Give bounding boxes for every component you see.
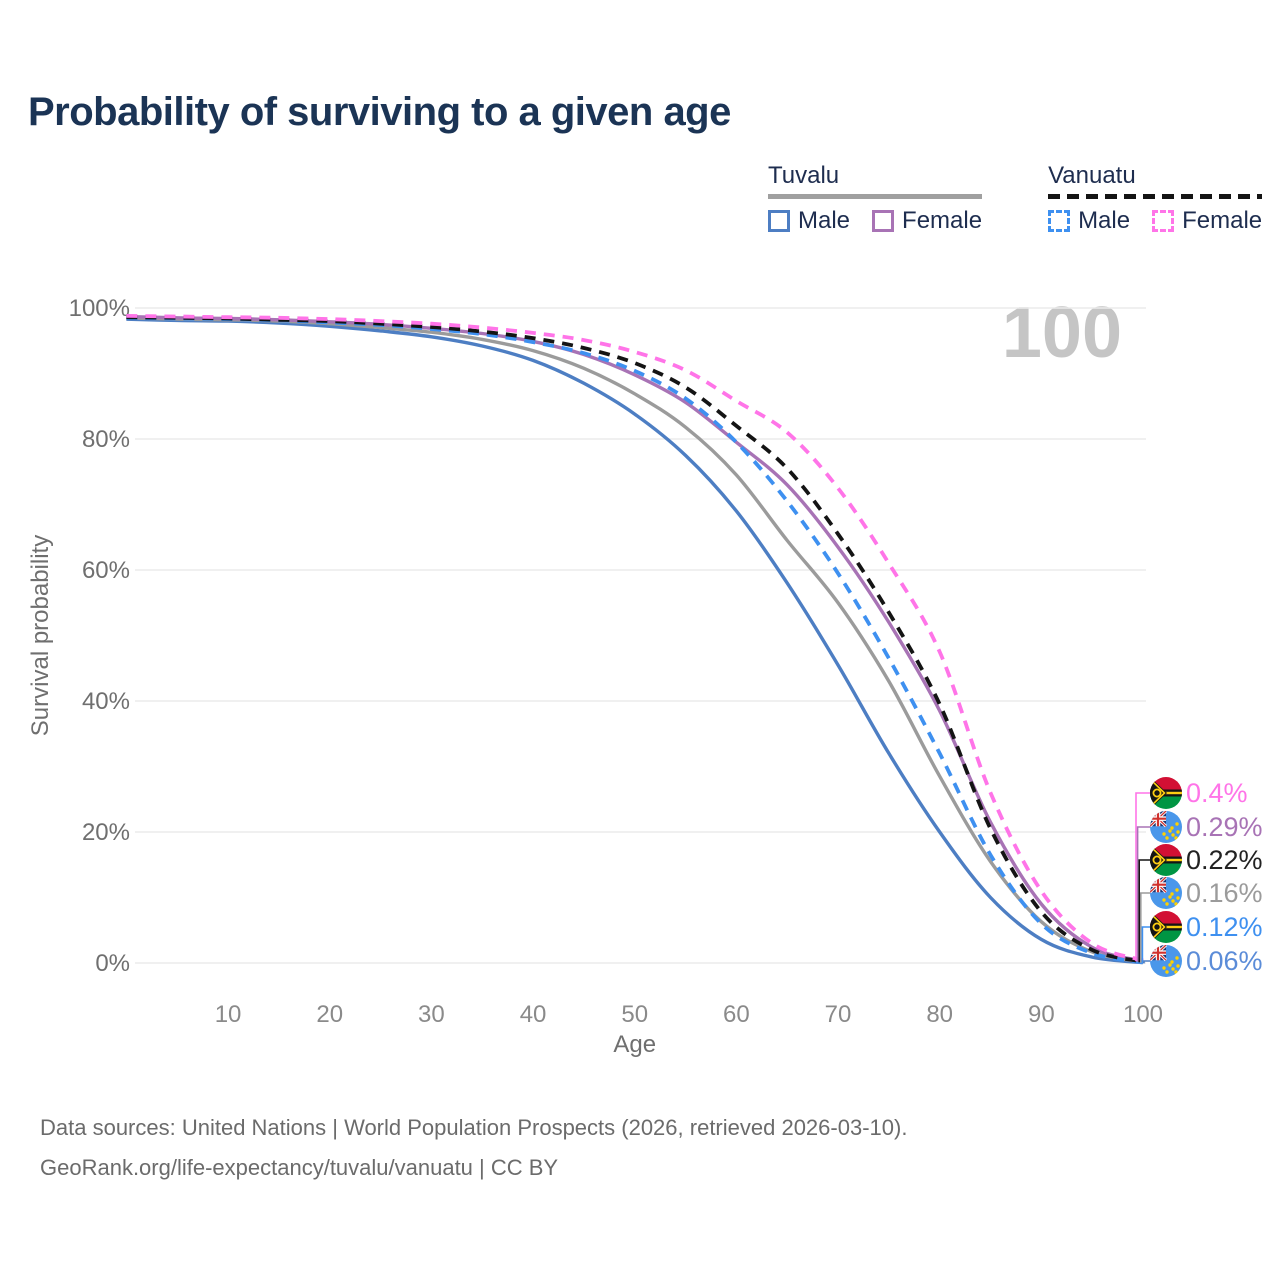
legend-label-vanuatu-female: Female	[1182, 207, 1263, 234]
x-tick-30: 30	[418, 1001, 445, 1028]
curve-vanuatu-male[interactable]	[126, 315, 1144, 965]
end-label-tuvalu-all: 0.16%	[1150, 877, 1263, 909]
legend-item-tuvalu-female[interactable]: Female	[872, 207, 982, 235]
x-tick-70: 70	[825, 1001, 852, 1028]
age-watermark: 100	[1001, 293, 1122, 373]
x-axis-label: Age	[613, 1031, 656, 1058]
legend-item-tuvalu-male[interactable]: Male	[768, 207, 850, 235]
legend-group-vanuatu-header[interactable]: Vanuatu	[1048, 162, 1263, 207]
end-label-value-tuvalu-male: 0.06%	[1186, 946, 1263, 976]
end-label-tuvalu-male: 0.06%	[1150, 945, 1263, 977]
end-label-value-tuvalu-female: 0.29%	[1186, 812, 1263, 842]
end-label-value-vanuatu-male: 0.12%	[1186, 912, 1263, 942]
curve-tuvalu-male[interactable]	[126, 317, 1144, 965]
chart-legend: Tuvalu Male Female Vanuatu Male	[768, 162, 1263, 235]
x-tick-80: 80	[926, 1001, 953, 1028]
tuvalu-flag-icon	[1150, 945, 1182, 977]
y-tick-60%: 60%	[82, 557, 130, 584]
curve-tuvalu-female[interactable]	[126, 314, 1144, 963]
legend-label-tuvalu-female: Female	[902, 207, 983, 234]
curve-vanuatu-female[interactable]	[126, 313, 1144, 963]
tuvalu-flag-icon	[1150, 811, 1182, 843]
y-tick-80%: 80%	[82, 426, 130, 453]
footer-attribution: GeoRank.org/life-expectancy/tuvalu/vanua…	[40, 1155, 559, 1180]
curve-vanuatu-all[interactable]	[126, 315, 1144, 964]
end-label-vanuatu-female: 0.4%	[1150, 777, 1248, 809]
end-label-value-vanuatu-female: 0.4%	[1186, 778, 1248, 808]
x-tick-50: 50	[621, 1001, 648, 1028]
footer: Data sources: United Nations | World Pop…	[40, 1108, 1190, 1188]
page-title: Probability of surviving to a given age	[28, 90, 731, 134]
x-tick-100: 100	[1123, 1001, 1163, 1028]
x-tick-10: 10	[215, 1001, 242, 1028]
end-label-tuvalu-female: 0.29%	[1150, 811, 1263, 843]
end-label-vanuatu-all: 0.22%	[1150, 844, 1263, 876]
legend-swatch-vanuatu-female	[1152, 210, 1175, 232]
y-tick-100%: 100%	[69, 295, 130, 322]
legend-group-vanuatu: Vanuatu Male Female	[1048, 162, 1263, 235]
legend-tuvalu-line-sample	[768, 194, 983, 199]
legend-swatch-tuvalu-male	[768, 210, 790, 232]
x-tick-40: 40	[520, 1001, 547, 1028]
leader-line-tuvalu-male	[1143, 960, 1150, 964]
y-tick-40%: 40%	[82, 688, 130, 715]
y-axis-label: Survival probability	[27, 535, 54, 736]
footer-data-sources: Data sources: United Nations | World Pop…	[40, 1115, 908, 1140]
vanuatu-flag-icon	[1150, 777, 1182, 809]
end-label-value-vanuatu-all: 0.22%	[1186, 845, 1263, 875]
y-tick-20%: 20%	[82, 819, 130, 846]
leader-line-vanuatu-male	[1141, 926, 1150, 963]
legend-swatch-vanuatu-male	[1048, 210, 1071, 232]
x-tick-20: 20	[316, 1001, 343, 1028]
end-label-vanuatu-male: 0.12%	[1150, 911, 1263, 943]
legend-item-vanuatu-male[interactable]: Male	[1048, 207, 1130, 235]
y-tick-0%: 0%	[95, 950, 130, 977]
x-tick-90: 90	[1028, 1001, 1055, 1028]
legend-group-tuvalu: Tuvalu Male Female	[768, 162, 983, 235]
vanuatu-flag-icon	[1150, 844, 1182, 876]
legend-group-tuvalu-title: Tuvalu	[768, 162, 840, 189]
vanuatu-flag-icon	[1150, 911, 1182, 943]
legend-vanuatu-line-sample	[1048, 194, 1263, 199]
legend-label-vanuatu-male: Male	[1078, 207, 1131, 234]
legend-item-vanuatu-female[interactable]: Female	[1152, 207, 1262, 235]
tuvalu-flag-icon	[1150, 877, 1182, 909]
legend-label-tuvalu-male: Male	[798, 207, 851, 234]
legend-swatch-tuvalu-female	[872, 210, 895, 232]
legend-group-vanuatu-title: Vanuatu	[1048, 162, 1136, 189]
end-label-value-tuvalu-all: 0.16%	[1186, 878, 1263, 908]
x-tick-60: 60	[723, 1001, 750, 1028]
legend-group-tuvalu-header[interactable]: Tuvalu	[768, 162, 983, 207]
